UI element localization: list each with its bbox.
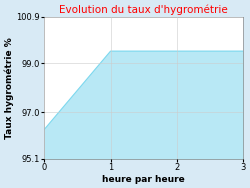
X-axis label: heure par heure: heure par heure: [102, 175, 185, 184]
Y-axis label: Taux hygrométrie %: Taux hygrométrie %: [4, 37, 14, 139]
Title: Evolution du taux d'hygrométrie: Evolution du taux d'hygrométrie: [59, 4, 228, 15]
